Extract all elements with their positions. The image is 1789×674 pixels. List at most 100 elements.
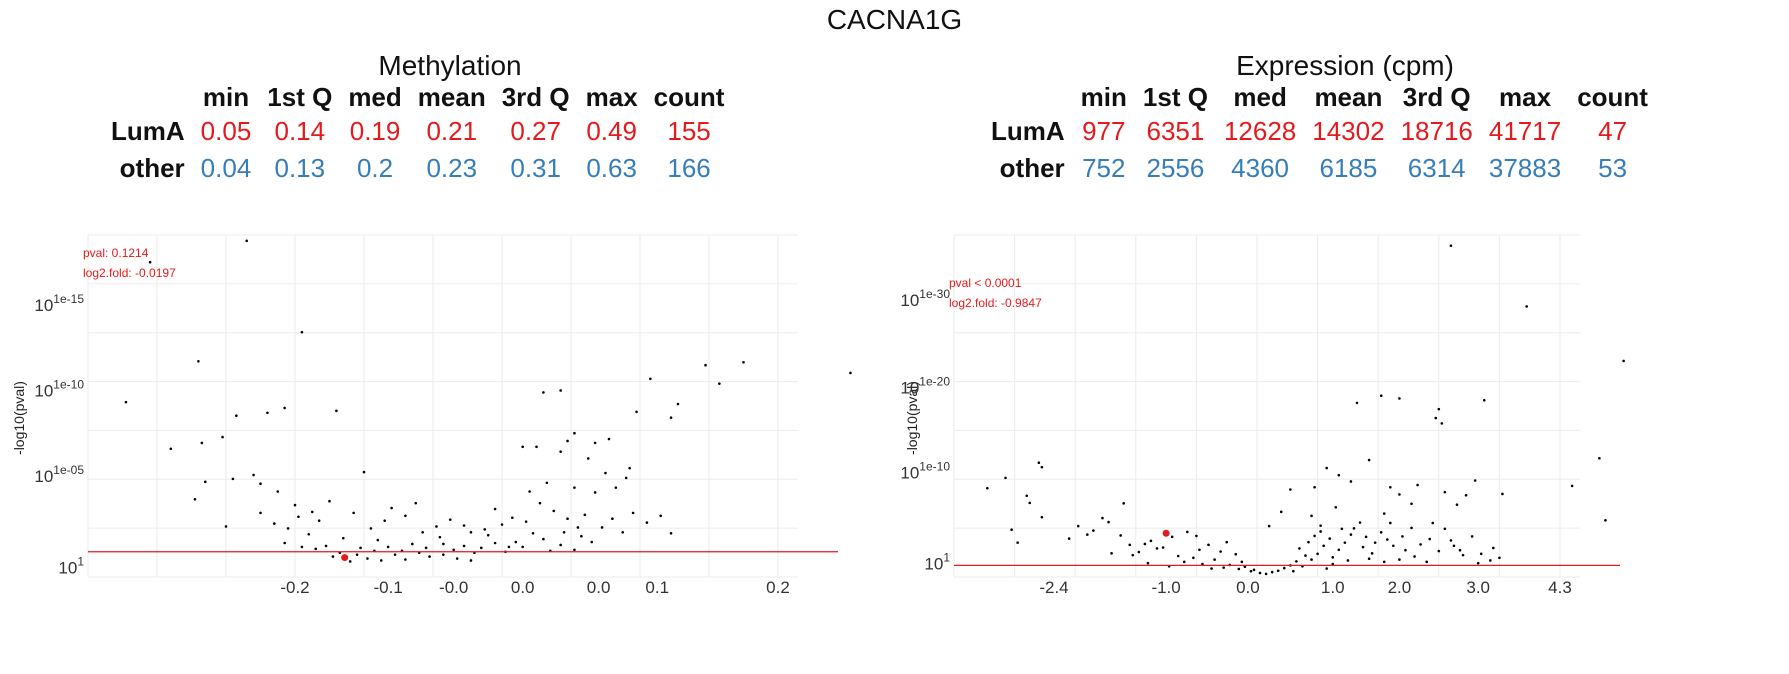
data-point: [600, 526, 604, 529]
stats-header-cell: mean: [417, 82, 486, 112]
data-point: [1201, 562, 1204, 566]
data-point: [1092, 529, 1095, 532]
data-point: [1310, 558, 1313, 561]
y-tick-label: 101: [58, 554, 84, 577]
data-point: [590, 540, 593, 544]
data-point: [521, 445, 524, 449]
data-point: [169, 447, 173, 451]
data-point: [1155, 547, 1159, 550]
data-point: [1431, 521, 1435, 525]
data-point: [1325, 466, 1328, 470]
data-point: [1437, 549, 1441, 553]
stat-value: 0.05: [200, 116, 252, 146]
data-point: [1449, 539, 1453, 542]
y-tick-base: 10: [58, 558, 77, 577]
data-point: [231, 477, 235, 481]
stats-header-cell: med: [1233, 82, 1287, 112]
data-point: [1237, 567, 1241, 571]
data-point: [1234, 552, 1238, 556]
data-point: [1440, 422, 1444, 425]
stat-value: 0.14: [274, 116, 326, 146]
data-point: [1355, 401, 1359, 405]
data-point: [428, 555, 431, 558]
data-point: [1186, 530, 1189, 534]
data-point: [1398, 493, 1401, 496]
data-point: [1213, 558, 1216, 561]
data-point: [1146, 561, 1150, 565]
data-point: [1337, 473, 1341, 477]
stat-value: 977: [1082, 116, 1126, 146]
pval-annotation: pval: 0.1214: [83, 246, 149, 260]
y-tick-base: 10: [900, 464, 919, 483]
data-point: [1501, 492, 1504, 496]
data-point: [276, 490, 280, 493]
data-point: [1310, 514, 1313, 518]
data-point: [293, 503, 297, 507]
data-point: [1382, 512, 1386, 515]
data-point: [1040, 515, 1044, 519]
methylation-panel-title: Methylation: [378, 50, 522, 81]
data-point: [593, 491, 597, 494]
page-title: CACNA1G: [826, 4, 963, 35]
stats-row-luma: LumA 977 6351 12628 14302 18716 41717 47: [983, 113, 1656, 150]
data-point: [1219, 550, 1222, 553]
data-point: [204, 480, 207, 484]
data-point: [148, 260, 152, 264]
data-point: [442, 553, 445, 556]
data-point: [583, 513, 587, 517]
stat-value: 41717: [1488, 116, 1562, 146]
data-point: [1225, 540, 1228, 544]
data-point: [259, 511, 262, 515]
data-point: [421, 531, 424, 534]
data-point: [1107, 520, 1110, 524]
stat-value: 37883: [1488, 153, 1562, 183]
data-point: [362, 470, 366, 474]
data-point: [1473, 479, 1477, 482]
data-point: [1498, 556, 1501, 560]
data-point: [1258, 571, 1262, 575]
data-point: [1452, 544, 1456, 548]
y-tick-label: 101: [924, 551, 950, 574]
data-point: [1455, 503, 1459, 506]
group-label: other: [119, 153, 185, 183]
stat-value: 0.27: [510, 116, 561, 146]
data-point: [1461, 553, 1465, 557]
data-point: [1349, 533, 1353, 536]
data-point: [424, 546, 428, 550]
data-point: [704, 363, 707, 367]
data-point: [1319, 524, 1322, 527]
data-point: [273, 522, 276, 525]
x-tick-label: -0.2: [280, 578, 309, 597]
data-point: [393, 553, 397, 556]
data-point: [331, 555, 335, 558]
data-point: [562, 531, 566, 534]
data-point: [359, 546, 362, 550]
data-point: [1416, 483, 1419, 487]
data-point: [1410, 526, 1413, 530]
data-point: [1198, 548, 1201, 552]
x-tick-label: 0.2: [766, 578, 790, 597]
y-tick-label: 101e-10: [34, 377, 84, 400]
data-point: [1110, 552, 1113, 555]
data-point: [283, 406, 286, 410]
data-point: [1419, 543, 1422, 546]
y-tick-label: 101e-15: [34, 292, 84, 315]
data-point: [376, 538, 380, 542]
data-point: [1267, 524, 1271, 528]
data-point: [542, 391, 545, 394]
data-point: [452, 548, 456, 552]
stat-value: 12628: [1223, 116, 1297, 146]
data-point: [566, 517, 569, 521]
stats-header-cell: count: [1577, 82, 1648, 112]
stat-value: 0.63: [586, 153, 637, 183]
fold-annotation: log2.fold: -0.0197: [83, 266, 176, 280]
expression-panel-title: Expression (cpm): [1236, 50, 1454, 81]
data-point: [1379, 394, 1383, 398]
data-point: [1149, 539, 1153, 543]
stats-header-cell: max: [585, 82, 638, 112]
data-point: [742, 360, 745, 364]
expression-stats-table: min 1st Q med mean 3rd Q max count LumA …: [983, 82, 1656, 187]
data-point: [1328, 537, 1332, 540]
data-point: [535, 445, 538, 449]
data-point: [1289, 488, 1292, 491]
